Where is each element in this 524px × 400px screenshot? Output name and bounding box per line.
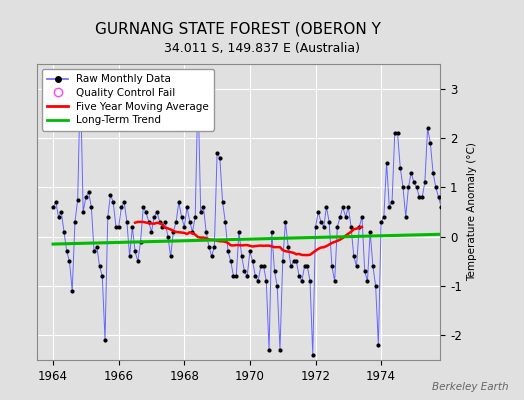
Text: 34.011 S, 149.837 E (Australia): 34.011 S, 149.837 E (Australia) (164, 42, 360, 55)
Y-axis label: Temperature Anomaly (°C): Temperature Anomaly (°C) (467, 142, 477, 282)
Text: Berkeley Earth: Berkeley Earth (432, 382, 508, 392)
Title: GURNANG STATE FOREST (OBERON Y: GURNANG STATE FOREST (OBERON Y (95, 22, 381, 36)
Legend: Raw Monthly Data, Quality Control Fail, Five Year Moving Average, Long-Term Tren: Raw Monthly Data, Quality Control Fail, … (42, 69, 214, 130)
